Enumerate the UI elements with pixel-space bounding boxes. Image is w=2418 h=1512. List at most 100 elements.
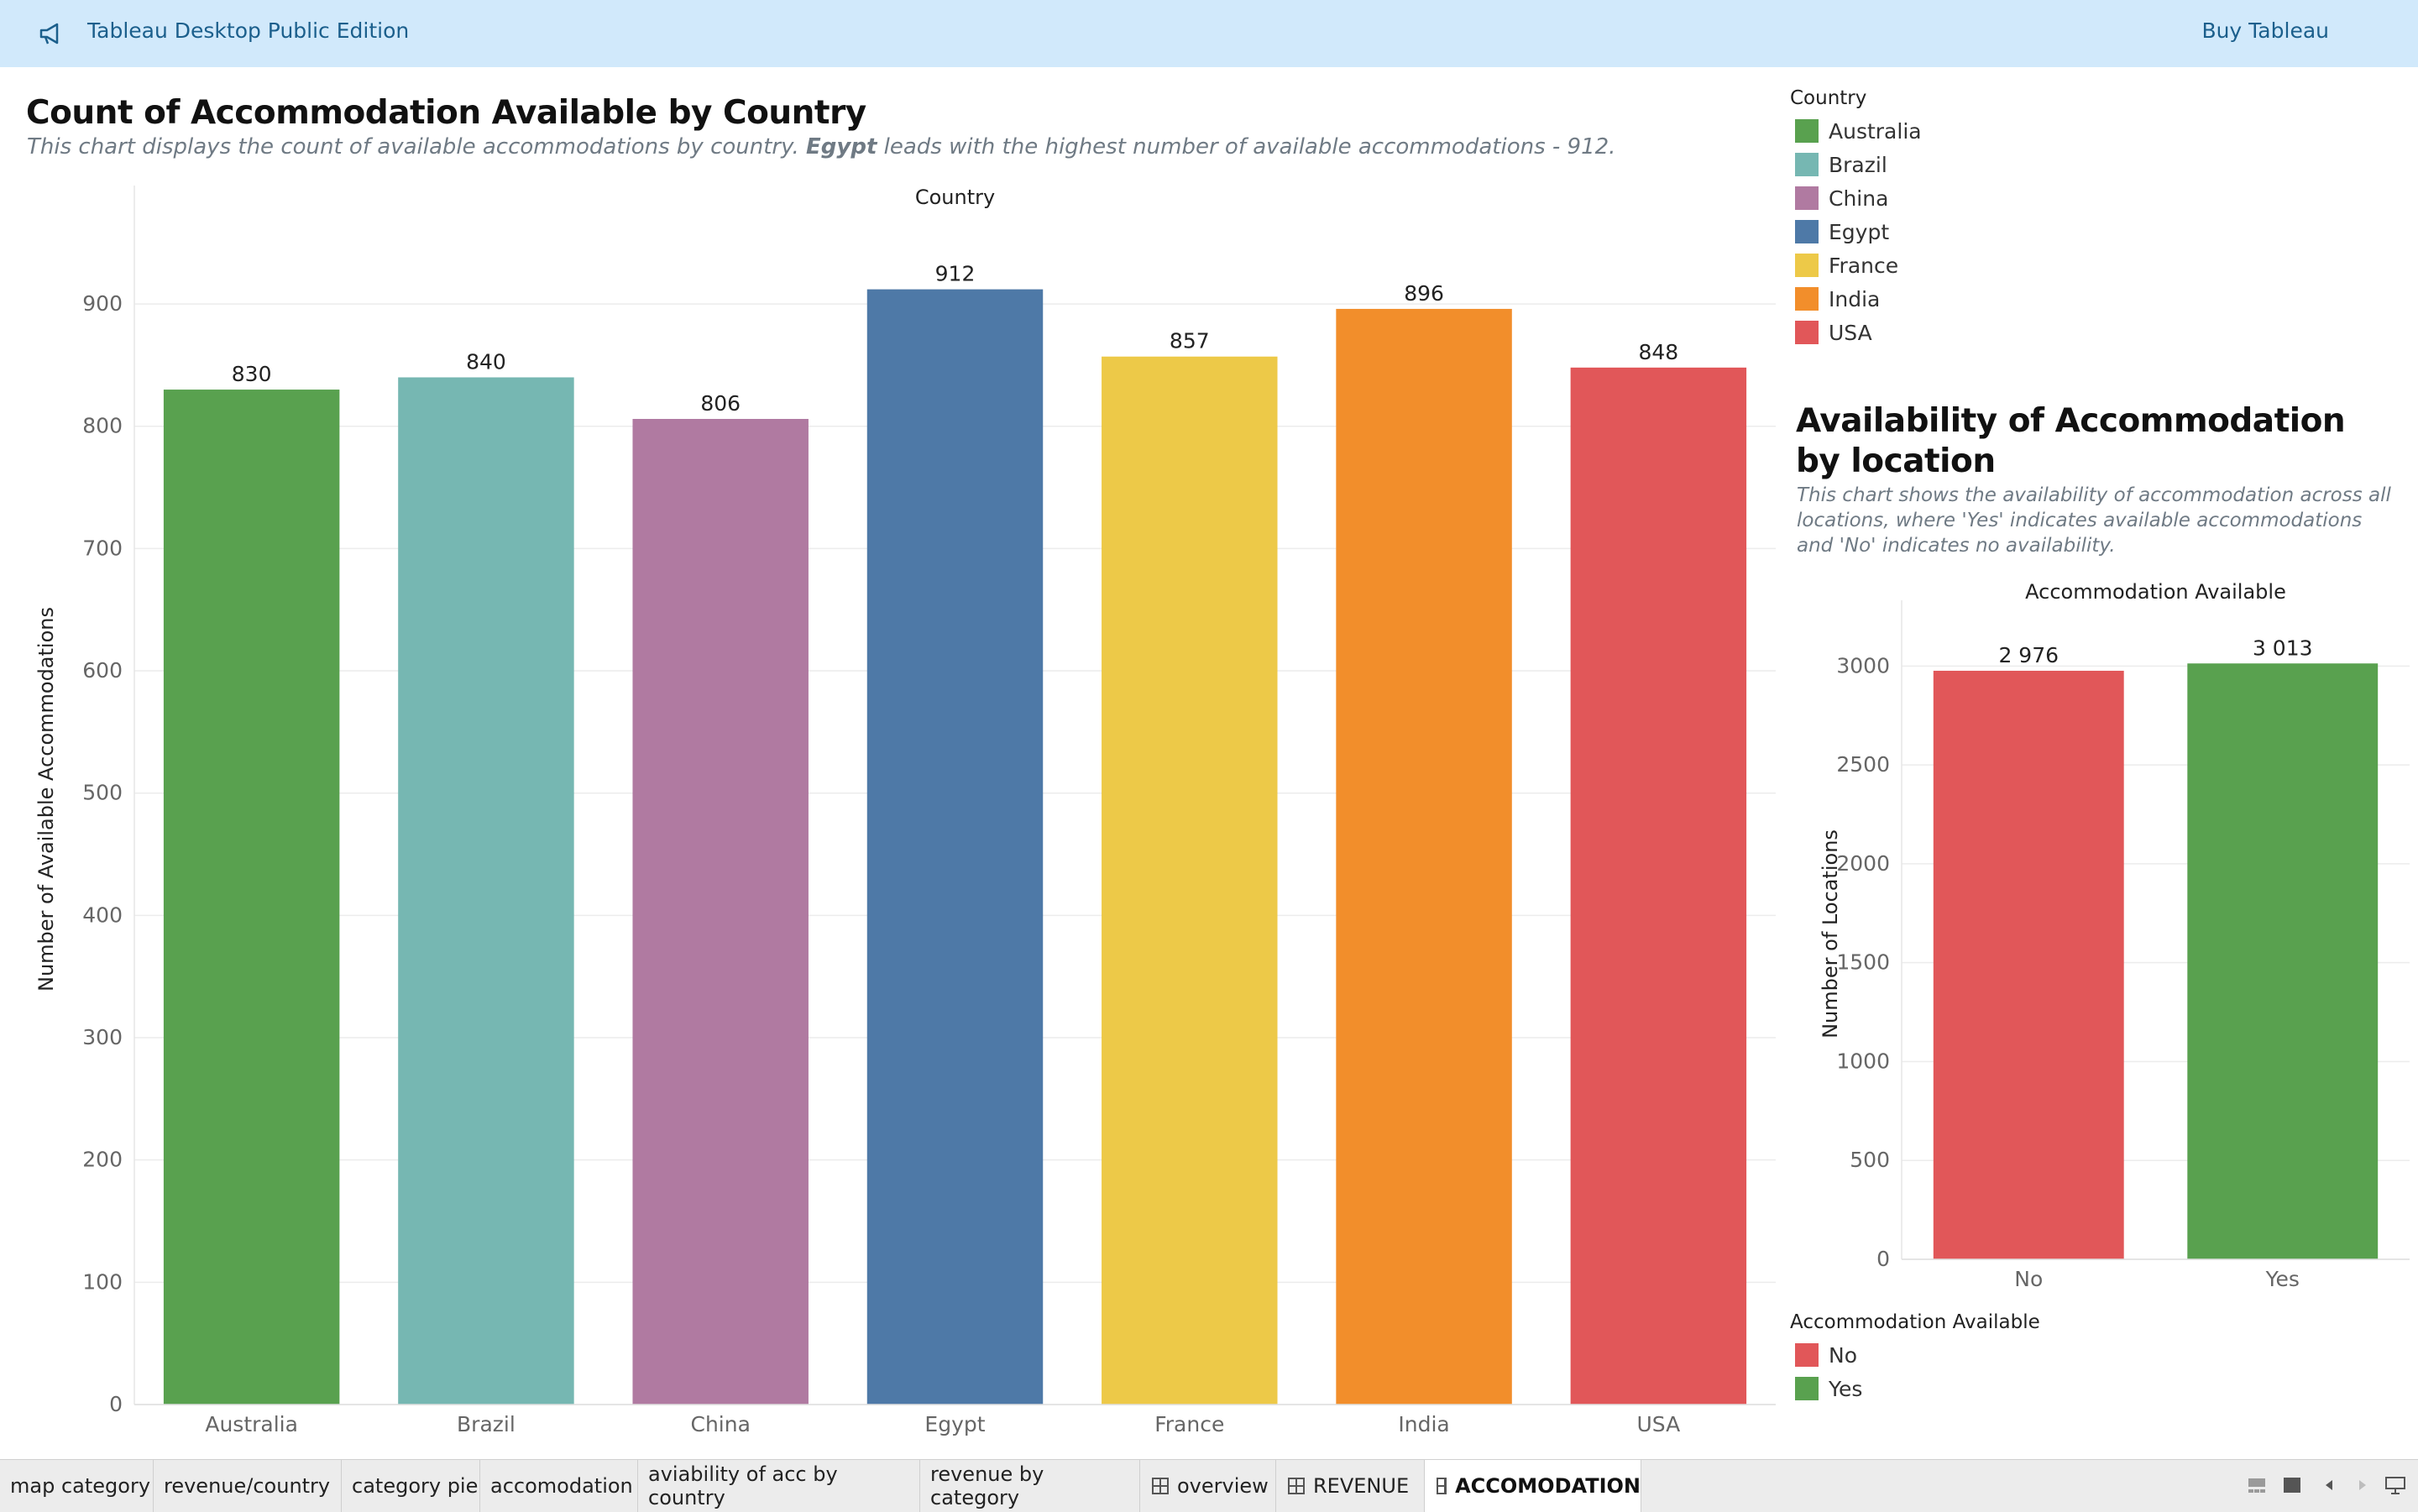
legend-label: France xyxy=(1829,253,1899,278)
tab-label: revenue by category xyxy=(930,1462,1044,1509)
tab-label: category pie xyxy=(352,1474,479,1498)
bar-brazil[interactable] xyxy=(398,377,574,1405)
side-chart-title: Availability of Accommodation by locatio… xyxy=(1796,402,2346,480)
data-label-india: 896 xyxy=(1404,281,1444,306)
side-chart-subtitle: This chart shows the availability of acc… xyxy=(1797,484,2391,557)
dashboard-icon xyxy=(1288,1478,1305,1494)
y-tick-label: 0 xyxy=(109,1392,123,1416)
legend-swatch xyxy=(1795,220,1819,243)
legend-item-usa[interactable]: USA xyxy=(1790,316,2042,349)
data-label-no: 2 976 xyxy=(1998,643,2059,667)
y-tick-label: 2500 xyxy=(1836,752,1890,777)
y-tick-label: 300 xyxy=(82,1025,123,1049)
dashboard-icon xyxy=(1437,1478,1447,1494)
tab-label: ACCOMODATION xyxy=(1455,1474,1641,1498)
legend-item-no[interactable]: No xyxy=(1790,1338,2126,1372)
y-tick-label: 3000 xyxy=(1836,653,1890,678)
top-banner: Tableau Desktop Public Edition Buy Table… xyxy=(0,0,2418,67)
y-tick-label: 0 xyxy=(1876,1247,1890,1271)
legend-item-china[interactable]: China xyxy=(1790,181,2042,215)
bar-no[interactable] xyxy=(1933,670,2124,1259)
tab-revenue-country[interactable]: revenue/country xyxy=(154,1460,342,1512)
data-label-china: 806 xyxy=(700,391,741,416)
x-tick-label-france: France xyxy=(1154,1412,1224,1436)
main-chart-title: Count of Accommodation Available by Coun… xyxy=(26,94,866,132)
legend-swatch xyxy=(1795,254,1819,277)
buy-tableau-link[interactable]: Buy Tableau xyxy=(2201,18,2329,43)
data-label-australia: 830 xyxy=(232,362,272,386)
x-tick-label-australia: Australia xyxy=(205,1412,298,1436)
tab-aviability-of-acc-by-country[interactable]: aviability of acc by country xyxy=(638,1460,920,1512)
legend-label: India xyxy=(1829,286,1881,311)
legend-swatch xyxy=(1795,287,1819,311)
presentation-mode-icon[interactable] xyxy=(2384,1475,2406,1495)
x-tick-label-india: India xyxy=(1398,1412,1449,1436)
legend-item-brazil[interactable]: Brazil xyxy=(1790,148,2042,181)
tab-revenue[interactable]: REVENUE xyxy=(1276,1460,1425,1512)
legend-item-australia[interactable]: Australia xyxy=(1790,114,2042,148)
data-label-egypt: 912 xyxy=(935,262,976,286)
y-axis-title: Number of Available Accommodations xyxy=(34,607,58,991)
tab-label: overview xyxy=(1177,1474,1269,1498)
dashboard-icon xyxy=(1152,1478,1169,1494)
legend-item-yes[interactable]: Yes xyxy=(1790,1372,2126,1405)
legend-item-france[interactable]: France xyxy=(1790,249,2042,282)
x-tick-label-china: China xyxy=(691,1412,751,1436)
tab-accomodation[interactable]: accomodation xyxy=(480,1460,638,1512)
app-title: Tableau Desktop Public Edition xyxy=(87,18,410,43)
subtitle-text-end: leads with the highest number of availab… xyxy=(877,134,1616,160)
data-label-yes: 3 013 xyxy=(2253,636,2313,660)
tab-revenue-by-category[interactable]: revenue by category xyxy=(920,1460,1140,1512)
x-tick-label-egypt: Egypt xyxy=(924,1412,985,1436)
tab-overview[interactable]: overview xyxy=(1140,1460,1276,1512)
show-sheet-icon[interactable] xyxy=(2282,1475,2302,1495)
legend-label: Brazil xyxy=(1829,152,1887,177)
country-bar-chart: Country 0 100 200 300 400 500 600 700 800 900 Numbe… xyxy=(34,186,1776,1436)
data-label-brazil: 840 xyxy=(466,349,506,374)
megaphone-icon xyxy=(39,23,59,44)
bar-australia[interactable] xyxy=(163,390,340,1405)
bar-yes[interactable] xyxy=(2187,663,2379,1259)
legend-swatch xyxy=(1795,186,1819,210)
legend-label: Yes xyxy=(1829,1376,1863,1401)
legend-swatch xyxy=(1795,119,1819,143)
y-tick-label: 900 xyxy=(82,291,123,316)
next-sheet-icon[interactable] xyxy=(2353,1475,2373,1495)
show-filmstrip-icon[interactable] xyxy=(2247,1475,2267,1495)
y-tick-label: 500 xyxy=(82,781,123,805)
bar-india[interactable] xyxy=(1336,308,1512,1405)
bar-china[interactable] xyxy=(632,419,809,1405)
bar-france[interactable] xyxy=(1102,356,1278,1405)
legend-swatch xyxy=(1795,321,1819,344)
previous-sheet-icon[interactable] xyxy=(2319,1475,2339,1495)
x-tick-label-usa: USA xyxy=(1636,1412,1680,1436)
x-axis-title: Country xyxy=(915,186,995,209)
y-tick-label: 100 xyxy=(82,1269,123,1294)
y-tick-label: 400 xyxy=(82,902,123,927)
tab-map-category[interactable]: map category xyxy=(0,1460,154,1512)
x-axis-title: Accommodation Available xyxy=(2025,580,2286,604)
bar-usa[interactable] xyxy=(1570,367,1747,1405)
y-tick-label: 1000 xyxy=(1836,1049,1890,1073)
legend-swatch xyxy=(1795,153,1819,176)
subtitle-text: This chart displays the count of availab… xyxy=(27,134,807,160)
availability-legend: Accommodation Available No Yes xyxy=(1790,1311,2126,1405)
country-legend-title: Country xyxy=(1790,87,1867,109)
tab-label: REVENUE xyxy=(1313,1474,1410,1498)
y-tick-label: 200 xyxy=(82,1148,123,1172)
legend-item-india[interactable]: India xyxy=(1790,282,2042,316)
legend-item-egypt[interactable]: Egypt xyxy=(1790,215,2042,249)
legend-label: USA xyxy=(1829,320,1872,345)
availability-legend-title: Accommodation Available xyxy=(1790,1311,2040,1333)
x-tick-label-no: No xyxy=(2014,1267,2043,1291)
legend-swatch xyxy=(1795,1343,1819,1367)
tab-category-pie[interactable]: category pie xyxy=(342,1460,480,1512)
data-label-france: 857 xyxy=(1170,329,1210,353)
subtitle-highlight: Egypt xyxy=(806,134,877,160)
tab-accomodation[interactable]: ACCOMODATION xyxy=(1425,1460,1641,1512)
bar-egypt[interactable] xyxy=(866,289,1044,1405)
y-tick-label: 500 xyxy=(1850,1148,1890,1172)
country-legend: Country Australia Brazil China Egypt France I… xyxy=(1790,87,2042,349)
y-tick-label: 2000 xyxy=(1836,851,1890,876)
tab-label: aviability of acc by country xyxy=(648,1462,838,1509)
